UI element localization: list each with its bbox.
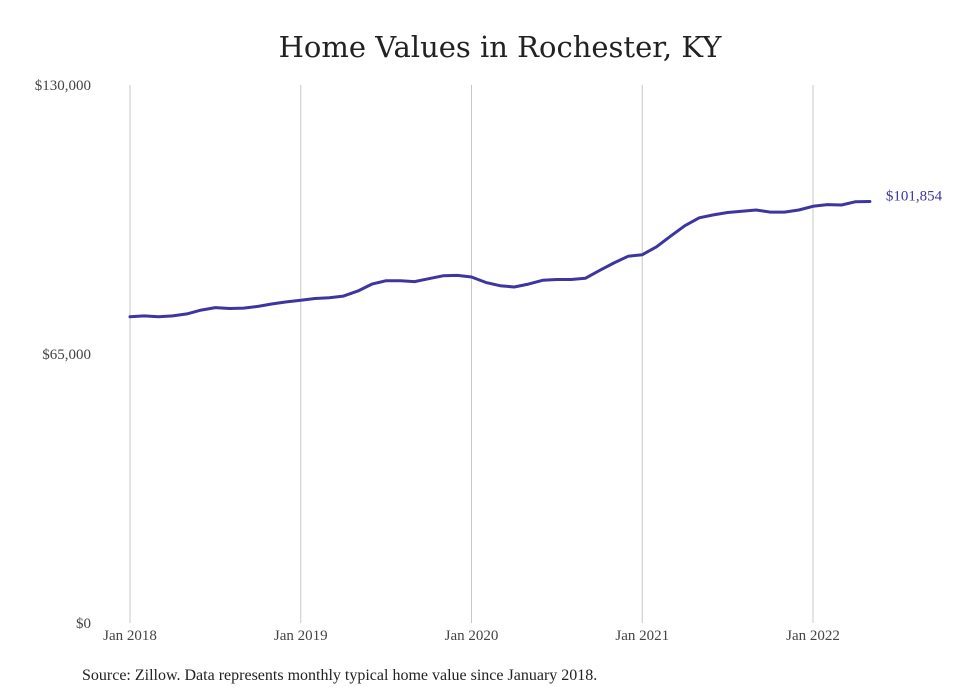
- x-tick-label: Jan 2018: [103, 628, 157, 644]
- x-tick-label: Jan 2022: [786, 628, 840, 644]
- gridlines: [129, 85, 814, 623]
- y-axis-ticks: $0 $65,000 $130,000: [35, 78, 91, 632]
- series-line: [128, 200, 872, 319]
- source-note: Source: Zillow. Data represents monthly …: [82, 667, 598, 684]
- x-tick-label: Jan 2021: [615, 628, 669, 644]
- chart-title: Home Values in Rochester, KY: [278, 30, 722, 64]
- end-value-label: $101,854: [886, 188, 943, 204]
- y-tick-label: $0: [76, 616, 91, 632]
- x-tick-label: Jan 2019: [274, 628, 328, 644]
- x-tick-label: Jan 2020: [445, 628, 499, 644]
- y-tick-label: $65,000: [42, 347, 91, 363]
- x-axis-ticks: Jan 2018 Jan 2019 Jan 2020 Jan 2021 Jan 2022: [103, 628, 840, 644]
- y-tick-label: $130,000: [35, 78, 91, 94]
